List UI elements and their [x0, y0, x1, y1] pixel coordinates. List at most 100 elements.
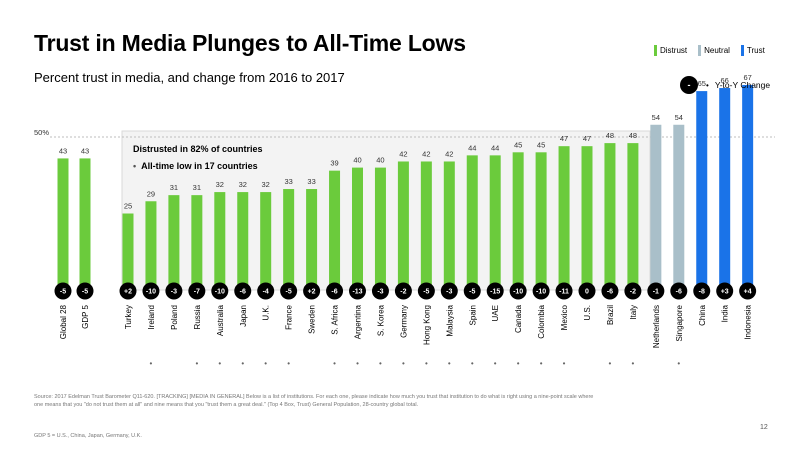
change-circle-gdp-5: [76, 282, 94, 300]
bar-germany: [397, 161, 409, 290]
callout-text: Distrusted in 82% of countries • All-time…: [133, 141, 263, 175]
change-label-japan: -6: [240, 289, 246, 296]
value-label-japan: 32: [239, 180, 247, 189]
change-label-argentina: -13: [352, 289, 362, 296]
legend-item-trust: Trust: [740, 45, 765, 56]
legend-swatch-distrust: [654, 45, 657, 56]
value-label-u-s-: 47: [583, 134, 591, 143]
bar-france: [283, 189, 295, 290]
legend-swatch-trust: [740, 45, 744, 56]
value-label-malaysia: 42: [445, 149, 453, 158]
change-circle-malaysia: [440, 282, 458, 300]
change-circle-russia: [188, 282, 206, 300]
bar-mexico: [558, 146, 570, 290]
x-label-russia: Russia: [193, 304, 202, 329]
change-circle-u-s-: [578, 282, 596, 300]
bar-argentina: [352, 167, 363, 290]
all-time-low-marker-canada: •: [517, 359, 520, 368]
page-title: Trust in Media Plunges to All-Time Lows: [34, 30, 466, 56]
x-label-u-s-: U.S.: [583, 305, 592, 321]
value-label-global-28: 43: [59, 146, 67, 155]
all-time-low-marker-malaysia: •: [448, 359, 451, 368]
bar-china: [696, 91, 708, 290]
change-circle-s-africa: [326, 282, 344, 300]
reference-line-label: 50%: [34, 128, 49, 137]
change-label-russia: -7: [194, 289, 200, 296]
x-label-singapore: Singapore: [675, 304, 684, 341]
bar-ireland: [145, 201, 157, 290]
change-label-malaysia: -3: [446, 289, 452, 296]
x-label-malaysia: Malaysia: [445, 304, 454, 336]
x-label-italy: Italy: [629, 305, 638, 320]
bar-sweden: [306, 189, 318, 290]
value-label-australia: 32: [216, 180, 224, 189]
x-label-hong-kong: Hong Kong: [422, 305, 431, 345]
change-circle-hong-kong: [417, 282, 435, 300]
bar-japan: [237, 192, 249, 290]
change-label-poland: -3: [171, 289, 177, 296]
change-label-sweden: +2: [308, 289, 316, 296]
x-label-france: France: [285, 304, 294, 329]
gdp-footnote: GDP 5 = U.S., China, Japan, Germany, U.K…: [34, 433, 142, 439]
all-time-low-marker-u-k-: •: [264, 359, 267, 368]
change-label-france: -5: [286, 289, 292, 296]
value-label-canada: 45: [514, 140, 522, 149]
x-label-u-k-: U.K.: [262, 305, 271, 321]
x-label-netherlands: Netherlands: [652, 305, 661, 348]
change-label-china: -8: [699, 289, 705, 296]
bar-spain: [466, 155, 478, 290]
change-label-u-s-: 0: [585, 289, 589, 296]
change-circle-s-korea: [371, 282, 389, 300]
change-circle-india: [716, 282, 734, 300]
legend-label-distrust: Distrust: [660, 46, 688, 55]
x-label-global-28: Global 28: [59, 304, 68, 339]
change-label-brazil: -6: [607, 289, 613, 296]
change-circle-singapore: [670, 282, 688, 300]
x-label-poland: Poland: [170, 305, 179, 330]
bar-global-28: [57, 158, 69, 290]
change-circle-ireland: [142, 282, 160, 300]
callout-line-distrusted: Distrusted in 82% of countries: [133, 144, 263, 154]
bar-russia: [191, 195, 203, 290]
callout-bullet-icon: •: [133, 161, 137, 171]
value-label-poland: 31: [170, 183, 178, 192]
source-footnote: Source: 2017 Edelman Trust Barometer Q11…: [34, 394, 594, 408]
change-label-germany: -2: [400, 289, 406, 296]
value-label-ireland: 29: [147, 189, 155, 198]
bar-singapore: [673, 124, 685, 290]
x-label-colombia: Colombia: [537, 304, 546, 338]
bar-hong-kong: [420, 161, 432, 290]
value-label-brazil: 48: [606, 131, 614, 140]
value-label-sweden: 33: [307, 177, 315, 186]
change-circle-turkey: [119, 282, 137, 300]
bar-u-k-: [260, 192, 272, 290]
value-label-france: 33: [284, 177, 292, 186]
bar-poland: [168, 195, 180, 290]
x-label-argentina: Argentina: [354, 304, 363, 339]
x-label-germany: Germany: [399, 305, 408, 338]
all-time-low-marker-argentina: •: [356, 359, 359, 368]
change-label-colombia: -10: [536, 289, 546, 296]
all-time-low-marker-brazil: •: [609, 359, 612, 368]
all-time-low-marker-spain: •: [471, 359, 474, 368]
all-time-low-marker-ireland: •: [150, 359, 153, 368]
bar-gdp-5: [79, 158, 91, 290]
change-label-s-africa: -6: [331, 289, 337, 296]
value-label-hong-kong: 42: [422, 149, 430, 158]
bar-italy: [627, 143, 639, 290]
change-label-ireland: -10: [146, 289, 156, 296]
x-label-gdp-5: GDP 5: [81, 304, 90, 328]
yoy-change-key: - • Y-to-Y Change: [680, 76, 770, 94]
change-label-gdp-5: -5: [82, 289, 88, 296]
x-label-s-korea: S. Korea: [376, 304, 385, 336]
value-label-turkey: 25: [124, 202, 132, 211]
value-label-s-korea: 40: [376, 156, 384, 165]
change-circle-australia: [211, 282, 229, 300]
legend-label-neutral: Neutral: [704, 46, 730, 55]
legend-item-distrust: Distrust: [654, 45, 687, 56]
change-label-singapore: -6: [676, 289, 682, 296]
change-label-turkey: +2: [124, 289, 132, 296]
change-circle-colombia: [532, 282, 550, 300]
value-label-uae: 44: [491, 143, 499, 152]
change-circle-indonesia: [739, 282, 757, 300]
